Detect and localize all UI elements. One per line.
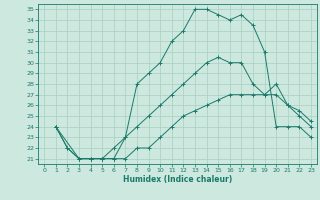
X-axis label: Humidex (Indice chaleur): Humidex (Indice chaleur): [123, 175, 232, 184]
